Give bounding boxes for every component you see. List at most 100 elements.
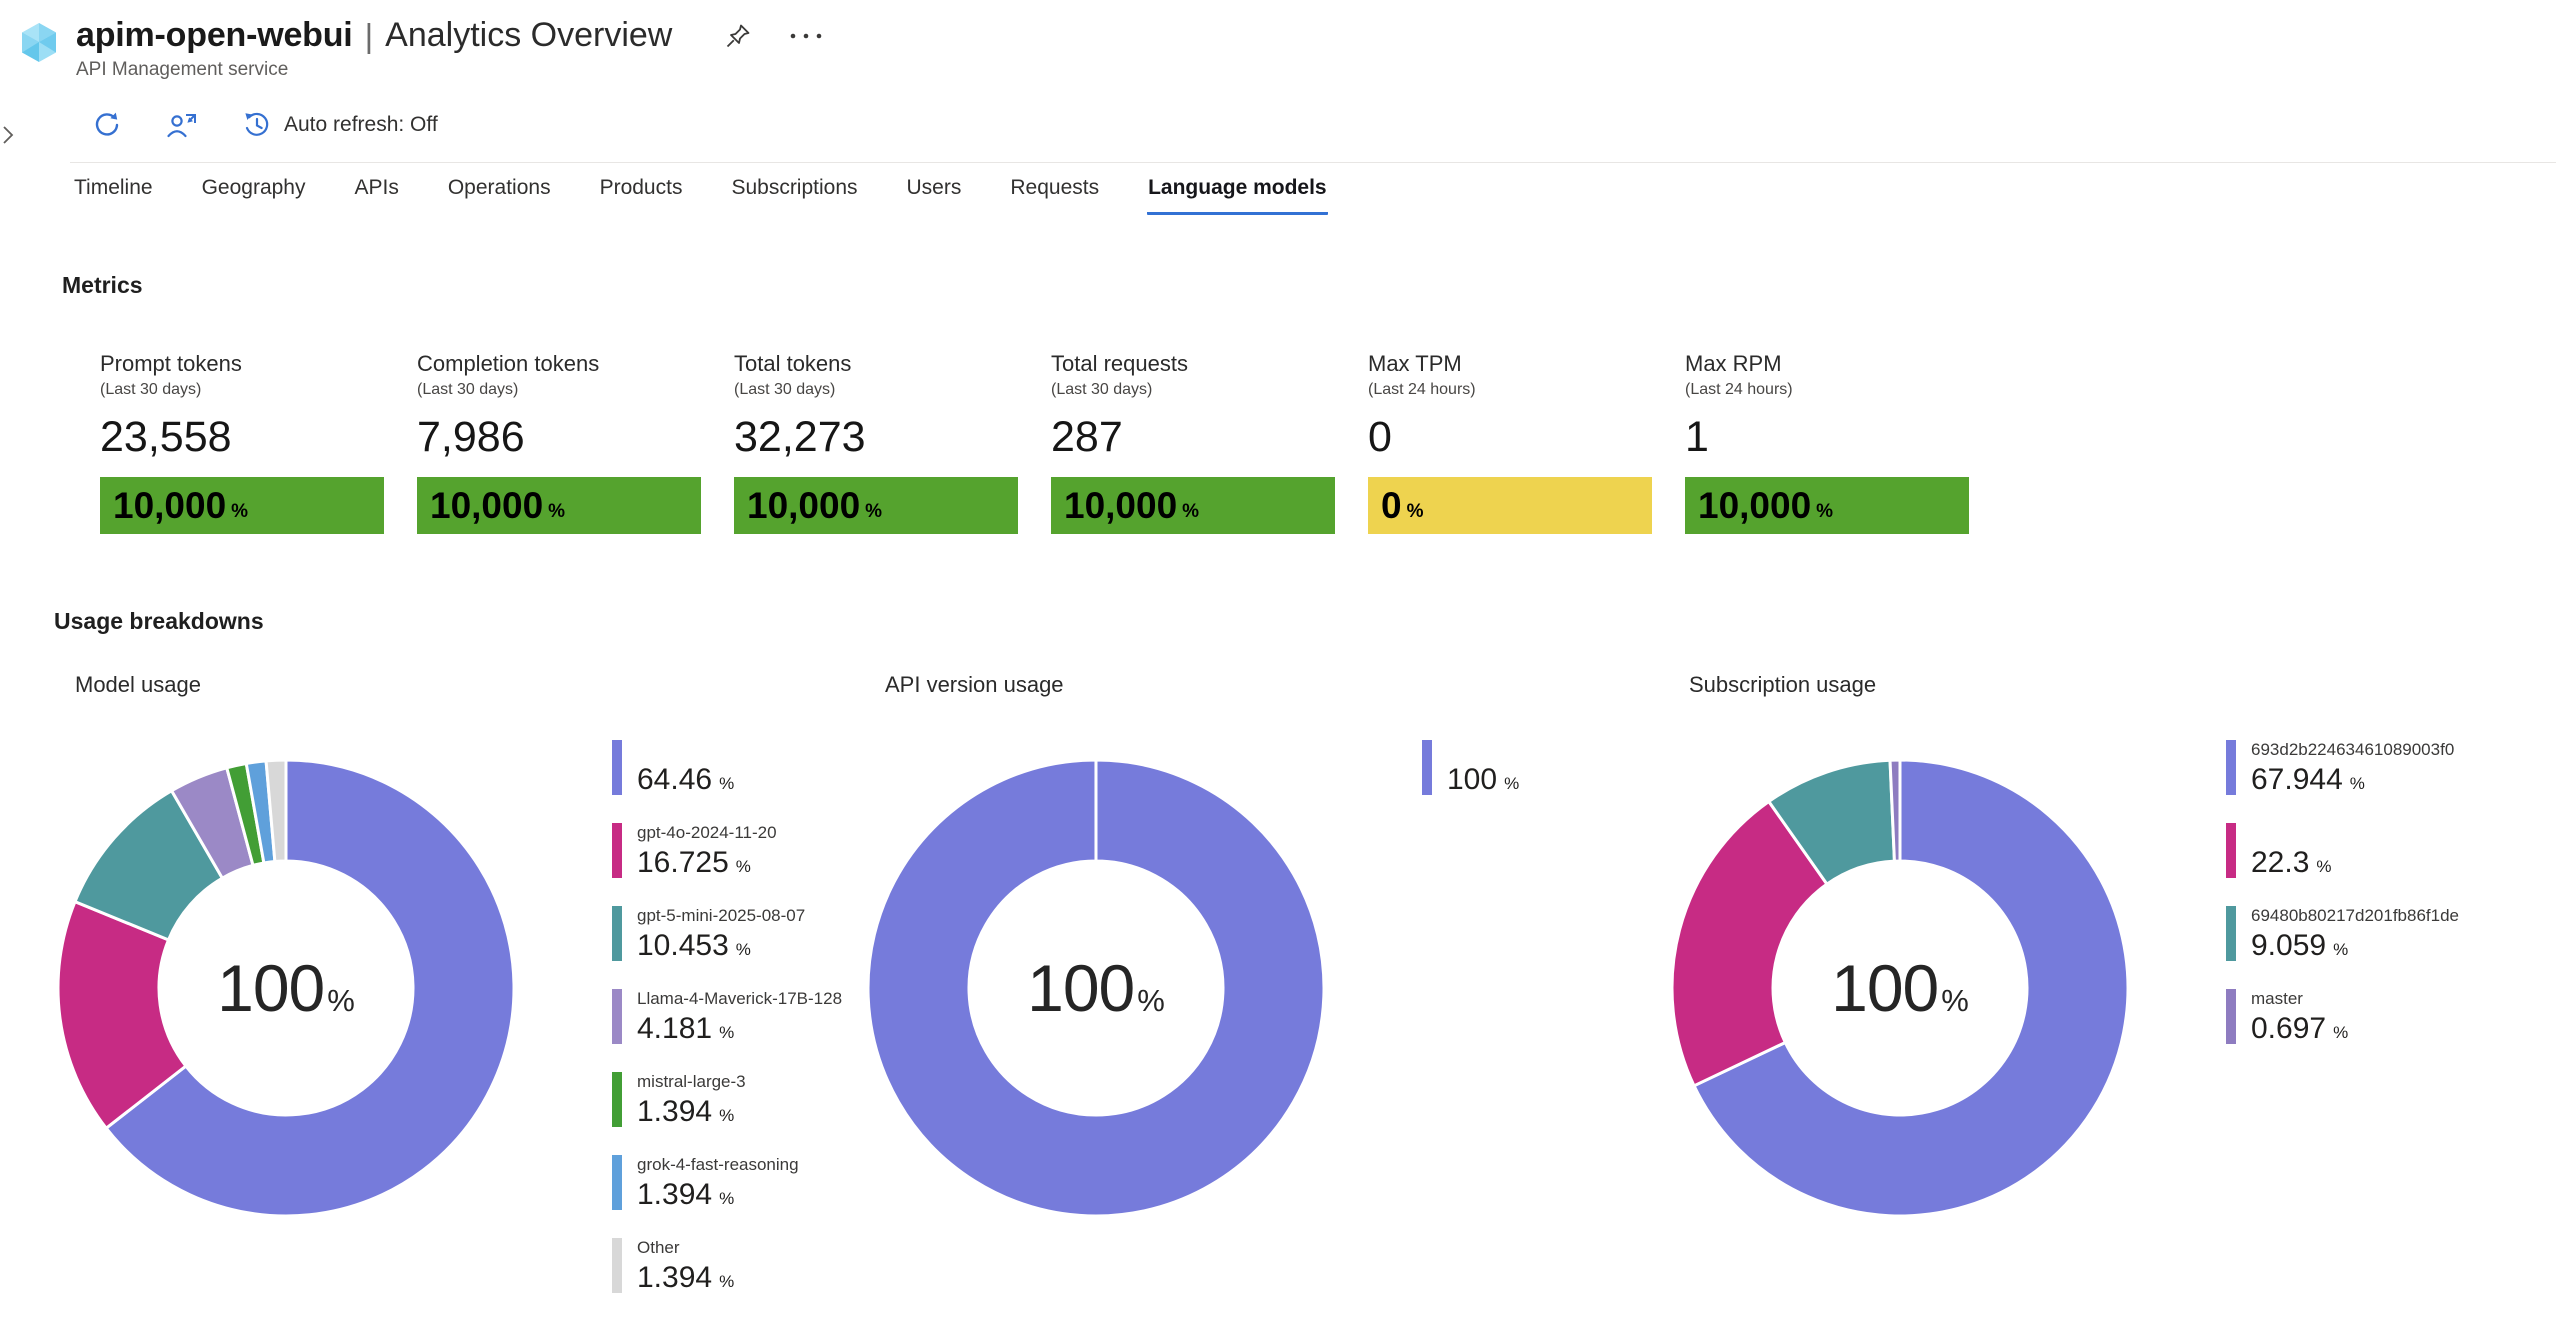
badge-value: 10,000: [747, 484, 861, 526]
legend-label: [2251, 823, 2332, 846]
legend-value-unit: %: [735, 857, 751, 876]
legend-value-unit: %: [2333, 940, 2349, 959]
legend-value: 4.181%: [637, 1012, 842, 1046]
auto-refresh-label: Auto refresh: Off: [284, 113, 438, 136]
legend-value-number: 64.46: [637, 763, 713, 796]
tab-subscriptions[interactable]: Subscriptions: [730, 176, 858, 215]
tab-language-models[interactable]: Language models: [1147, 176, 1328, 215]
chart-api-version-usage: API version usage 100% 100%: [866, 664, 1660, 1324]
feedback-button[interactable]: [166, 110, 198, 140]
badge-unit: %: [865, 500, 883, 522]
legend-value: 0.697%: [2251, 1012, 2348, 1046]
legend-value-number: 9.059: [2251, 929, 2327, 962]
badge-unit: %: [1406, 500, 1424, 522]
title-separator: |: [364, 16, 374, 54]
refresh-button[interactable]: [92, 110, 122, 140]
legend-value: 22.3%: [2251, 846, 2332, 880]
chart-subscription-usage: Subscription usage 100% 693d2b224634610890…: [1670, 664, 2556, 1324]
tab-timeline[interactable]: Timeline: [73, 176, 154, 215]
metric-period: (Last 24 hours): [1685, 381, 1793, 398]
legend-value-number: 4.181: [637, 1012, 713, 1045]
legend-label: gpt-5-mini-2025-08-07: [637, 906, 806, 925]
legend-value: 1.394%: [637, 1095, 746, 1129]
metric-label: Max TPM: [1368, 351, 1462, 376]
metric-value: 32,273: [734, 413, 866, 461]
metric-label: Max RPM: [1685, 351, 1782, 376]
page-header: apim-open-webui | Analytics Overview: [16, 16, 824, 81]
expand-panel-chevron[interactable]: [0, 120, 16, 150]
metric-value: 287: [1051, 413, 1123, 461]
legend-value-number: 100: [1447, 763, 1498, 796]
legend-item-llama-4-maverick-17b-128: Llama-4-Maverick-17B-128 4.181%: [612, 989, 842, 1046]
legend-value-unit: %: [719, 1023, 735, 1042]
legend-item-grok-4-fast-reasoning: grok-4-fast-reasoning 1.394%: [612, 1155, 842, 1212]
badge-unit: %: [231, 500, 249, 522]
chart-title: Subscription usage: [1689, 672, 1877, 697]
chart-legend: 693d2b22463461089003f0 67.944% 22.3% 69480b…: [2226, 740, 2459, 1072]
metric-period: (Last 30 days): [734, 381, 836, 398]
auto-refresh-icon: [245, 112, 269, 136]
legend-value-number: 1.394: [637, 1261, 713, 1294]
tab-requests[interactable]: Requests: [1009, 176, 1100, 215]
chart-model-usage: Model usage 100% 64.46% gpt-4o-2024-11-20 16…: [56, 664, 856, 1324]
donut-segment-unlabeled: [1670, 799, 1830, 1088]
legend-swatch: [612, 906, 622, 961]
more-options-button[interactable]: [788, 31, 824, 41]
legend-swatch: [612, 1072, 622, 1127]
legend-label: 69480b80217d201fb86f1de: [2251, 906, 2459, 925]
tab-products[interactable]: Products: [599, 176, 684, 215]
metric-change-badge: 10,000%: [417, 477, 701, 534]
legend-value-number: 1.394: [637, 1095, 713, 1128]
legend-value: 9.059%: [2251, 929, 2459, 963]
metric-label: Total requests: [1051, 351, 1188, 376]
metric-value: 1: [1685, 413, 1709, 461]
legend-value: 67.944%: [2251, 763, 2454, 797]
metric-period: (Last 30 days): [1051, 381, 1153, 398]
tab-geography[interactable]: Geography: [201, 176, 307, 215]
legend-label: Other: [637, 1238, 680, 1257]
analytics-tab-bar: Timeline Geography APIs Operations Products S…: [73, 176, 1328, 215]
donut-chart: 100%: [56, 758, 516, 1218]
metric-card-total-requests: Total requests (Last 30 days) 287 10,000%: [1051, 351, 1335, 534]
badge-value: 10,000: [1064, 484, 1178, 526]
metric-label: Completion tokens: [417, 351, 600, 376]
metric-card-max-tpm: Max TPM (Last 24 hours) 0 0%: [1368, 351, 1652, 534]
legend-label: master: [2251, 989, 2303, 1008]
metric-card-prompt-tokens: Prompt tokens (Last 30 days) 23,558 10,000%: [100, 351, 384, 534]
metric-change-badge: 0%: [1368, 477, 1652, 534]
pin-button[interactable]: [724, 22, 752, 50]
legend-item-other: Other 1.394%: [612, 1238, 842, 1295]
badge-value: 10,000: [113, 484, 227, 526]
legend-value-unit: %: [719, 774, 735, 793]
legend-value: 64.46%: [637, 763, 734, 797]
legend-value-number: 22.3: [2251, 846, 2310, 879]
metric-period: (Last 30 days): [100, 381, 202, 398]
legend-value: 16.725%: [637, 846, 777, 880]
metric-change-badge: 10,000%: [1051, 477, 1335, 534]
title-block: apim-open-webui | Analytics Overview: [76, 16, 824, 81]
legend-swatch: [612, 1238, 622, 1293]
auto-refresh-button[interactable]: Auto refresh: Off: [242, 110, 438, 140]
legend-value-unit: %: [2333, 1023, 2349, 1042]
legend-swatch: [1422, 740, 1432, 795]
tab-users[interactable]: Users: [906, 176, 963, 215]
donut-segment-master: [1888, 758, 1902, 863]
legend-value-number: 67.944: [2251, 763, 2343, 796]
refresh-icon: [95, 112, 119, 136]
legend-item-unlabeled: 22.3%: [2226, 823, 2459, 880]
legend-item-mistral-large-3: mistral-large-3 1.394%: [612, 1072, 842, 1129]
legend-value-unit: %: [2349, 774, 2365, 793]
metric-value: 7,986: [417, 413, 525, 461]
tab-operations[interactable]: Operations: [447, 176, 552, 215]
legend-value-unit: %: [1504, 774, 1520, 793]
legend-value-number: 0.697: [2251, 1012, 2327, 1045]
legend-label: grok-4-fast-reasoning: [637, 1155, 799, 1174]
metric-period: (Last 30 days): [417, 381, 519, 398]
legend-swatch: [612, 823, 622, 878]
metric-change-badge: 10,000%: [734, 477, 1018, 534]
legend-item-gpt-5-mini-2025-08-07: gpt-5-mini-2025-08-07 10.453%: [612, 906, 842, 963]
metric-value: 0: [1368, 413, 1392, 461]
legend-value-unit: %: [719, 1106, 735, 1125]
tab-apis[interactable]: APIs: [353, 176, 399, 215]
